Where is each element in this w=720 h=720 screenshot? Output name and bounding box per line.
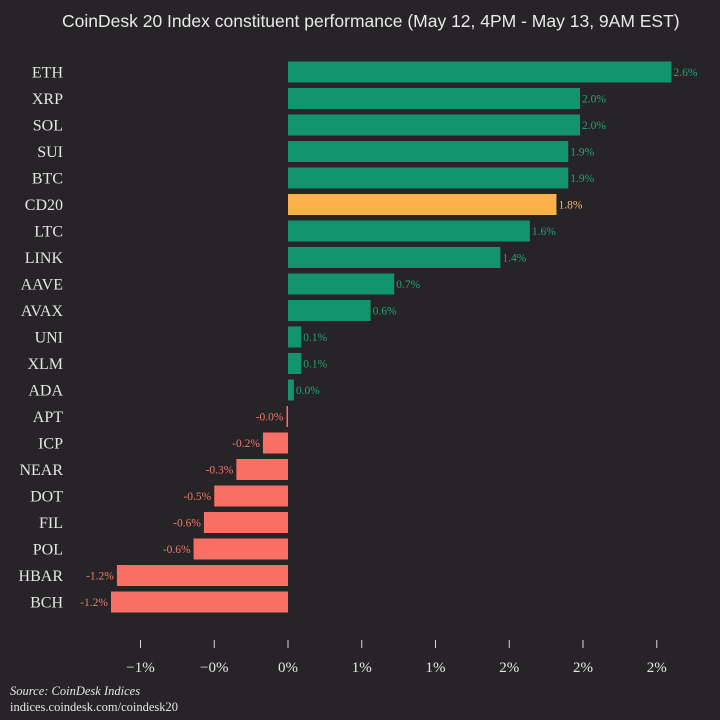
value-label-sui: 1.9% xyxy=(570,147,594,159)
category-label-hbar: HBAR xyxy=(19,568,64,585)
value-label-icp: -0.2% xyxy=(232,438,260,450)
category-label-xrp: XRP xyxy=(32,91,63,108)
value-label-bch: -1.2% xyxy=(80,597,108,609)
bar-xlm xyxy=(288,353,302,374)
value-label-near: -0.3% xyxy=(206,465,234,477)
x-tick-label-7: 2% xyxy=(647,660,667,676)
bars xyxy=(111,61,672,613)
x-tick-label-6: 2% xyxy=(573,660,593,676)
category-label-ada: ADA xyxy=(28,383,63,400)
bar-link xyxy=(288,247,501,268)
bar-ltc xyxy=(288,220,530,242)
category-labels: ETH XRP SOL SUI BTC CD20 LTC LINK AAVE AVAX UNI XLM… xyxy=(19,65,64,612)
value-label-apt: -0.0% xyxy=(256,412,284,424)
bar-hbar xyxy=(116,565,289,586)
value-label-aave: 0.7% xyxy=(396,279,420,291)
bar-bch xyxy=(111,591,288,613)
bar-near xyxy=(236,459,288,480)
value-label-xlm: 0.1% xyxy=(303,359,327,371)
bar-cd20 xyxy=(288,194,557,215)
value-label-avax: 0.6% xyxy=(373,306,397,318)
category-label-pol: POL xyxy=(33,542,63,559)
category-label-eth: ETH xyxy=(32,65,64,82)
x-axis: −1% −0% 0% 1% 1% 2% 2% 2% xyxy=(126,640,667,676)
category-label-fil: FIL xyxy=(39,515,63,532)
bar-eth xyxy=(288,61,672,83)
x-tick-label-4: 1% xyxy=(426,660,446,676)
category-label-uni: UNI xyxy=(35,330,63,347)
bar-btc xyxy=(288,167,569,189)
value-label-sol: 2.0% xyxy=(582,120,606,132)
bar-aave xyxy=(288,273,395,295)
bar-icp xyxy=(262,432,288,454)
x-tick-label-3: 1% xyxy=(352,660,372,676)
category-label-dot: DOT xyxy=(30,489,63,506)
value-label-eth: 2.6% xyxy=(674,67,698,79)
category-label-bch: BCH xyxy=(30,595,63,612)
bar-uni xyxy=(288,326,302,348)
bar-avax xyxy=(288,300,371,321)
chart-title: CoinDesk 20 Index constituent performanc… xyxy=(62,11,680,31)
category-label-cd20: CD20 xyxy=(25,197,63,214)
value-label-btc: 1.9% xyxy=(570,173,594,185)
value-label-fil: -0.6% xyxy=(173,518,201,530)
value-label-ltc: 1.6% xyxy=(532,226,556,238)
value-label-xrp: 2.0% xyxy=(582,94,606,106)
source-note: Source: CoinDesk Indices xyxy=(10,684,140,698)
bar-ada xyxy=(288,379,294,401)
category-label-sol: SOL xyxy=(33,118,63,135)
value-label-link: 1.4% xyxy=(502,253,526,265)
category-label-aave: AAVE xyxy=(21,277,63,294)
bar-pol xyxy=(193,538,288,560)
value-label-dot: -0.5% xyxy=(183,491,211,503)
x-tick-label-1: −0% xyxy=(200,660,228,676)
category-label-icp: ICP xyxy=(38,436,63,453)
value-label-hbar: -1.2% xyxy=(86,571,114,583)
source-url: indices.coindesk.com/coindesk20 xyxy=(10,700,178,714)
x-tick-label-0: −1% xyxy=(126,660,154,676)
category-label-apt: APT xyxy=(33,409,63,426)
x-tick-label-2: 0% xyxy=(278,660,298,676)
value-labels: 2.6% 2.0% 2.0% 1.9% 1.9% 1.8% 1.6% 1.4% 0.7% 0.6%… xyxy=(80,67,698,609)
category-label-ltc: LTC xyxy=(34,224,63,241)
bar-fil xyxy=(203,512,288,533)
bar-xrp xyxy=(288,88,581,109)
value-label-cd20: 1.8% xyxy=(558,200,582,212)
category-label-link: LINK xyxy=(25,250,64,267)
bar-apt xyxy=(286,406,288,427)
bar-sol xyxy=(288,114,581,136)
value-label-ada: 0.0% xyxy=(296,385,320,397)
category-label-near: NEAR xyxy=(19,462,63,479)
category-label-btc: BTC xyxy=(32,171,63,188)
bar-sui xyxy=(288,141,569,162)
category-label-avax: AVAX xyxy=(21,303,64,320)
value-label-pol: -0.6% xyxy=(163,544,191,556)
value-label-uni: 0.1% xyxy=(303,332,327,344)
x-tick-label-5: 2% xyxy=(499,660,519,676)
bar-dot xyxy=(214,485,288,507)
category-label-xlm: XLM xyxy=(27,356,63,373)
category-label-sui: SUI xyxy=(37,144,63,161)
